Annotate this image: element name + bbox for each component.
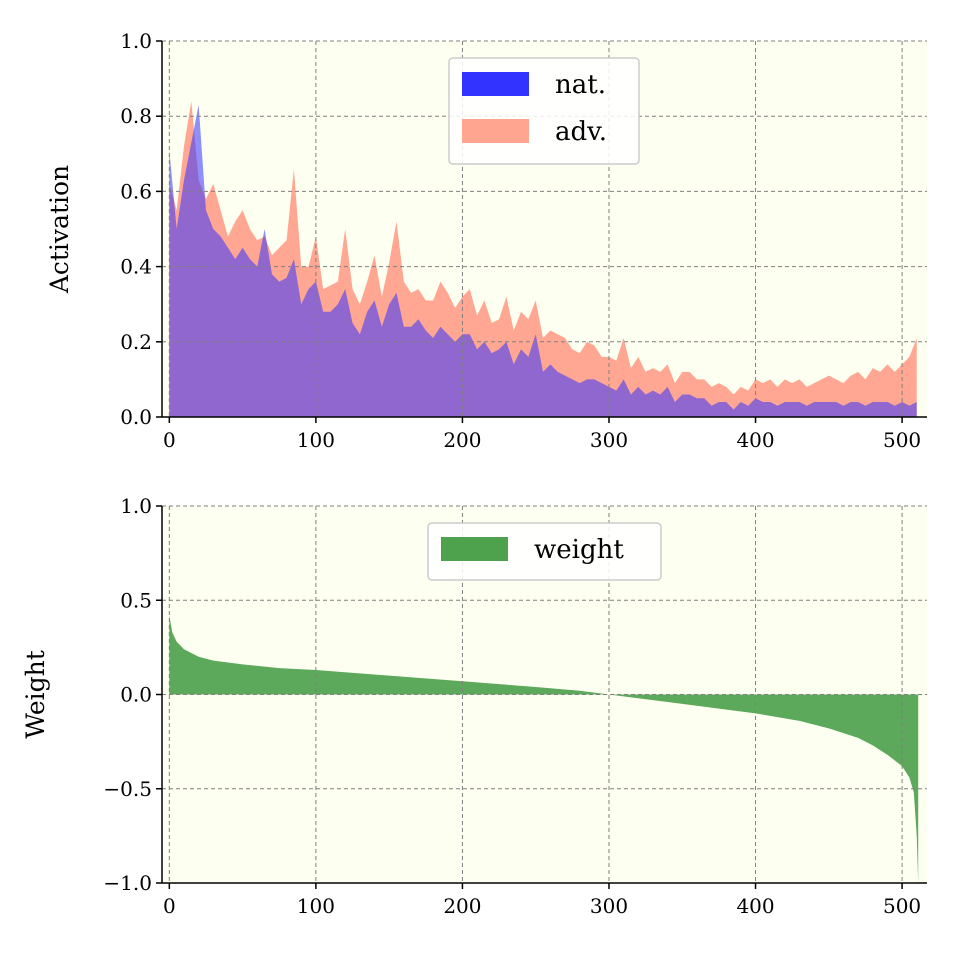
legend-swatch <box>462 72 529 96</box>
legend-swatch <box>462 119 529 143</box>
y-axis-label: Activation <box>45 165 74 294</box>
x-tick-label: 0 <box>163 894 176 918</box>
y-tick-label: 0.8 <box>120 104 152 128</box>
x-tick-label: 200 <box>443 894 481 918</box>
x-tick-label: 100 <box>297 894 335 918</box>
series-area-nat <box>169 104 917 418</box>
legend: weight <box>427 522 662 581</box>
y-axis-label: Weight <box>21 650 50 739</box>
y-tick-label: 0.4 <box>120 255 152 279</box>
y-tick-label: −0.5 <box>103 777 152 801</box>
x-tick-label: 200 <box>443 428 481 452</box>
x-tick-label: 300 <box>590 428 628 452</box>
series-area-weight <box>169 615 919 883</box>
legend-label: nat. <box>555 70 606 100</box>
x-tick-label: 400 <box>736 428 774 452</box>
y-tick-label: 0.5 <box>120 588 152 612</box>
y-tick-label: 1.0 <box>120 494 152 518</box>
legend-label: adv. <box>555 117 607 147</box>
y-tick-label: 0.2 <box>120 330 152 354</box>
weight-panel: 0 100 200 300 400 500 −1.0 −0.5 0.0 0.5 1.0 Weight w… <box>21 494 927 918</box>
y-tick-label: 0.0 <box>120 405 152 429</box>
y-tick-label: 0.6 <box>120 179 152 203</box>
x-tick-label: 500 <box>883 894 921 918</box>
x-tick-label: 100 <box>297 428 335 452</box>
x-tick-label: 0 <box>163 428 176 452</box>
activation-panel: 0 100 200 300 400 500 0.0 0.2 0.4 0.6 0.8 1.0 Activa… <box>45 29 927 452</box>
legend: nat. adv. <box>448 57 640 165</box>
y-tick-label: −1.0 <box>103 871 152 895</box>
x-tick-label: 400 <box>736 894 774 918</box>
y-tick-label: 1.0 <box>120 29 152 53</box>
x-tick-label: 300 <box>590 894 628 918</box>
legend-swatch <box>441 537 508 561</box>
legend-label: weight <box>534 535 624 565</box>
x-tick-label: 500 <box>883 428 921 452</box>
y-tick-label: 0.0 <box>120 683 152 707</box>
